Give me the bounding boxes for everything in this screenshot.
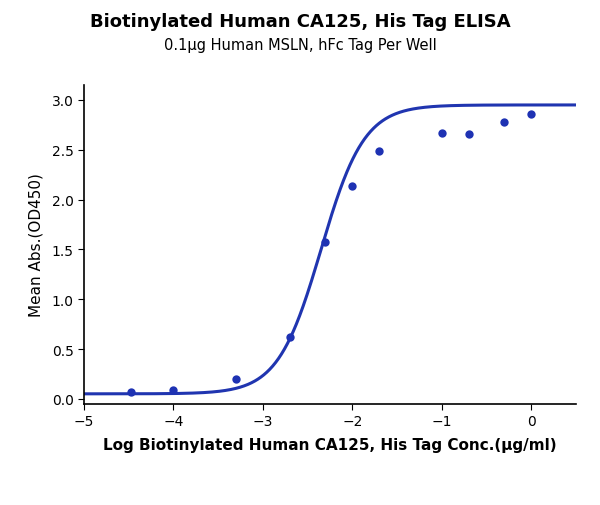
- X-axis label: Log Biotinylated Human CA125, His Tag Conc.(μg/ml): Log Biotinylated Human CA125, His Tag Co…: [103, 437, 557, 451]
- Text: Biotinylated Human CA125, His Tag ELISA: Biotinylated Human CA125, His Tag ELISA: [89, 13, 511, 31]
- Text: 0.1μg Human MSLN, hFc Tag Per Well: 0.1μg Human MSLN, hFc Tag Per Well: [164, 38, 436, 53]
- Y-axis label: Mean Abs.(OD450): Mean Abs.(OD450): [28, 173, 43, 317]
